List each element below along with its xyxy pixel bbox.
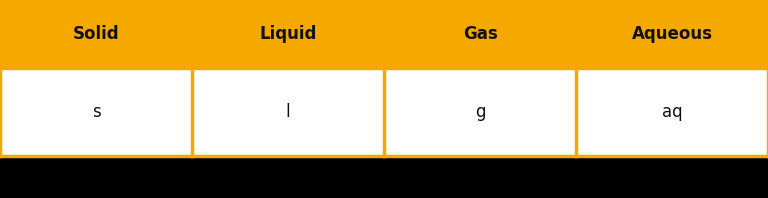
Text: s: s: [91, 103, 101, 121]
Text: Aqueous: Aqueous: [631, 25, 713, 43]
Bar: [0, 156, 768, 198]
Text: aq: aq: [662, 103, 682, 121]
Text: Solid: Solid: [73, 25, 119, 43]
Bar: [0, 68, 768, 156]
Text: Liquid: Liquid: [260, 25, 316, 43]
Bar: [0, 0, 768, 68]
Text: Gas: Gas: [462, 25, 498, 43]
Text: g: g: [475, 103, 485, 121]
Text: l: l: [286, 103, 290, 121]
